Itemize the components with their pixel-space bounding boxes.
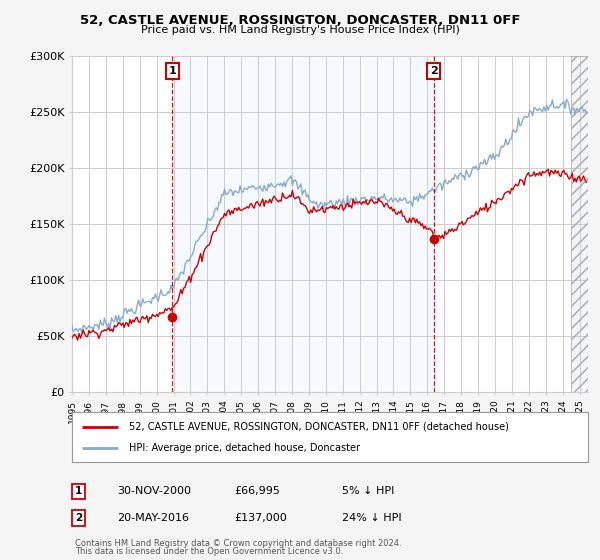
Text: 5% ↓ HPI: 5% ↓ HPI [342,486,394,496]
Bar [571,56,588,392]
Text: 52, CASTLE AVENUE, ROSSINGTON, DONCASTER, DN11 0FF: 52, CASTLE AVENUE, ROSSINGTON, DONCASTER… [80,14,520,27]
Text: HPI: Average price, detached house, Doncaster: HPI: Average price, detached house, Donc… [129,443,360,453]
Text: 1: 1 [168,66,176,76]
Text: 30-NOV-2000: 30-NOV-2000 [117,486,191,496]
Text: 2: 2 [75,513,82,523]
Bar [571,56,588,392]
Text: 52, CASTLE AVENUE, ROSSINGTON, DONCASTER, DN11 0FF (detached house): 52, CASTLE AVENUE, ROSSINGTON, DONCASTER… [129,422,509,432]
Bar [172,56,434,392]
Text: Contains HM Land Registry data © Crown copyright and database right 2024.: Contains HM Land Registry data © Crown c… [75,539,401,548]
Text: £66,995: £66,995 [234,486,280,496]
Text: 20-MAY-2016: 20-MAY-2016 [117,513,189,523]
Text: This data is licensed under the Open Government Licence v3.0.: This data is licensed under the Open Gov… [75,547,343,556]
Text: 2: 2 [430,66,437,76]
Text: £137,000: £137,000 [234,513,287,523]
Text: 1: 1 [75,486,82,496]
Text: 24% ↓ HPI: 24% ↓ HPI [342,513,401,523]
Text: Price paid vs. HM Land Registry's House Price Index (HPI): Price paid vs. HM Land Registry's House … [140,25,460,35]
